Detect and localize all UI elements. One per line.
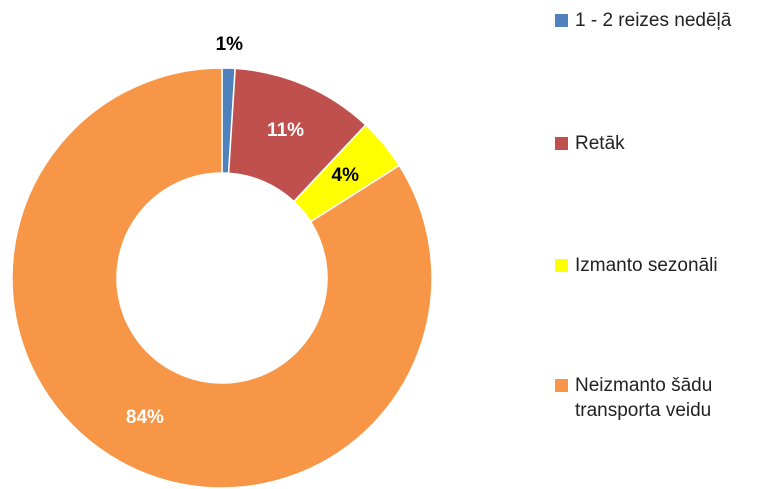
legend-swatch xyxy=(555,379,568,392)
legend-label: Retāk xyxy=(575,133,625,154)
legend-entry: 1 - 2 reizes nedēļā xyxy=(555,8,760,33)
legend-swatch xyxy=(555,137,568,150)
legend-swatch xyxy=(555,14,568,27)
data-label: 11% xyxy=(267,120,304,141)
data-label: 1% xyxy=(216,34,244,55)
legend-entry: Retāk xyxy=(555,131,760,156)
data-label: 84% xyxy=(126,407,164,428)
legend-label: 1 - 2 reizes nedēļā xyxy=(575,10,732,31)
legend-swatch xyxy=(555,259,568,272)
legend-label: Izmanto sezonāli xyxy=(575,255,718,276)
legend-entry: Neizmanto šādu transporta veidu xyxy=(555,373,760,423)
donut-slice xyxy=(11,67,433,489)
data-label: 4% xyxy=(332,165,360,186)
legend-entry: Izmanto sezonāli xyxy=(555,253,760,278)
legend-label: Neizmanto šādu transporta veidu xyxy=(575,375,713,421)
